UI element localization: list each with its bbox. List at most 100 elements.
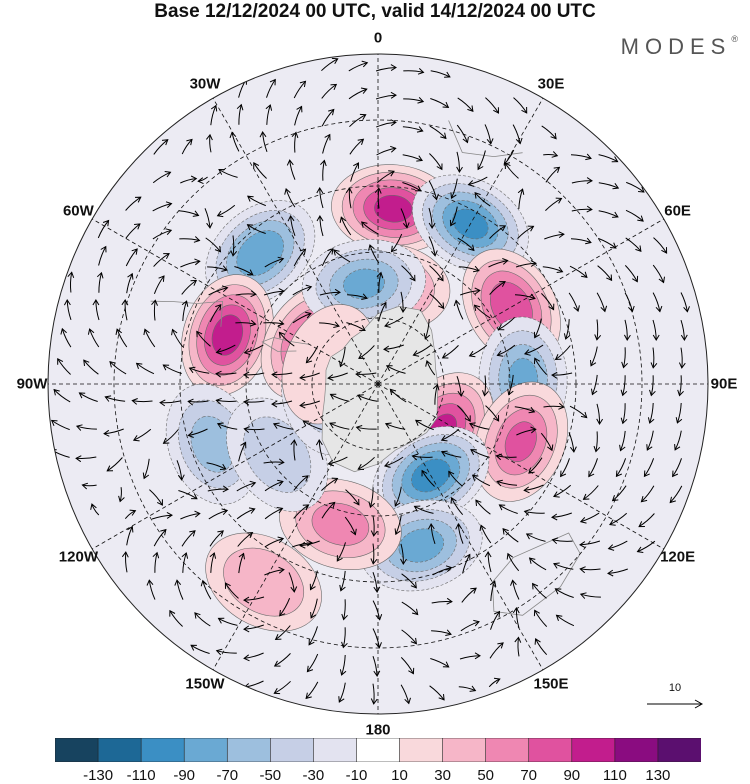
wind-arrow [181, 138, 193, 155]
wind-arrow [652, 292, 663, 313]
lon-label-30w: 30W [189, 75, 221, 93]
wind-arrow [287, 215, 296, 236]
wind-arrow [432, 383, 440, 405]
lon-label-180: 180 [365, 721, 391, 739]
wind-arrow [415, 419, 434, 431]
wind-arrow [345, 187, 353, 209]
wind-arrow [103, 428, 124, 437]
colorbar-swatch [313, 738, 358, 762]
wind-arrow [321, 83, 338, 99]
wind-arrow [376, 170, 395, 184]
wind-arrow [344, 516, 357, 536]
lon-label-60w: 60W [62, 202, 94, 220]
wind-arrow [376, 145, 397, 156]
wind-arrow [209, 552, 217, 573]
wind-arrow [489, 580, 497, 602]
wind-arrow [341, 599, 348, 621]
wind-arrow [187, 428, 208, 438]
wind-arrow [316, 187, 324, 209]
wind-arrow [402, 154, 423, 162]
wind-arrow [339, 570, 346, 592]
wind-arrow [411, 453, 433, 461]
colorbar-swatch [399, 738, 444, 762]
wind-arrow [540, 432, 554, 452]
wind-arrow [427, 523, 436, 545]
wind-arrow [121, 299, 129, 321]
wind-arrow [243, 652, 264, 662]
wind-arrow [306, 653, 319, 673]
wind-arrow [488, 258, 509, 268]
wind-arrow [118, 487, 125, 503]
wind-arrow [475, 499, 491, 515]
colorbar-tick-label: 110 [602, 767, 627, 784]
wind-arrow [370, 543, 378, 565]
colorbar [55, 738, 701, 762]
wind-arrow [456, 124, 469, 144]
wind-arrow [131, 398, 153, 405]
wind-arrow [308, 626, 318, 646]
wind-arrow [247, 195, 266, 207]
wind-arrow [440, 450, 462, 458]
wind-arrow [510, 579, 520, 600]
wind-arrow [208, 508, 229, 520]
wind-arrow [215, 344, 236, 355]
wind-arrow [532, 582, 547, 599]
wind-arrow [429, 293, 445, 310]
wind-arrow [440, 428, 460, 442]
wind-arrow [237, 532, 254, 547]
wind-arrow [230, 235, 238, 257]
wind-arrow [429, 685, 445, 701]
wind-arrow [284, 187, 296, 208]
latitude-circle [245, 251, 511, 517]
wind-arrow [264, 507, 284, 520]
wind-arrow [461, 587, 477, 603]
wind-arrow [92, 299, 100, 321]
wind-arrow [389, 388, 407, 403]
wind-arrow [474, 191, 491, 207]
wind-arrow [555, 614, 575, 627]
wind-arrow [570, 153, 592, 161]
wind-arrow [197, 176, 208, 185]
wind-arrow [152, 171, 172, 184]
wind-arrow [528, 457, 543, 474]
wind-arrow [271, 371, 293, 379]
wind-arrow [347, 293, 368, 300]
wind-arrow [348, 60, 369, 72]
wind-arrow [207, 265, 228, 272]
wind-arrow [278, 331, 295, 347]
wind-arrow [597, 265, 613, 282]
wind-arrow [525, 533, 546, 542]
wind-arrow [528, 557, 547, 571]
wind-arrow [264, 256, 285, 268]
wind-arrow [394, 486, 402, 507]
wind-arrow [551, 512, 572, 521]
wind-arrow [457, 97, 474, 113]
wind-arrow [259, 131, 268, 152]
wind-arrow [142, 458, 150, 480]
wind-arrow [302, 420, 322, 430]
wind-arrow [517, 188, 525, 210]
wind-arrow [504, 162, 519, 179]
wind-arrow [81, 482, 97, 490]
wind-arrow [217, 617, 238, 626]
wind-arrow [596, 403, 604, 425]
wind-arrow [568, 432, 577, 453]
wind-arrow [125, 196, 142, 211]
wind-arrow [551, 371, 573, 379]
wind-arrow [400, 684, 411, 705]
wind-arrow [293, 475, 309, 491]
reference-vector-label: 10 [668, 682, 682, 694]
wind-arrow [98, 245, 107, 266]
wind-arrow [456, 376, 465, 397]
wind-arrow [453, 299, 464, 320]
wind-arrow [293, 248, 307, 267]
wind-arrow [274, 625, 291, 641]
wind-arrow [542, 266, 564, 273]
wind-arrow [162, 364, 182, 374]
wind-arrow [50, 419, 70, 431]
wind-arrow [181, 300, 189, 322]
wind-arrow [496, 479, 518, 487]
wind-arrow [441, 345, 459, 359]
wind-arrow [329, 422, 350, 430]
wind-arrow [428, 180, 439, 201]
